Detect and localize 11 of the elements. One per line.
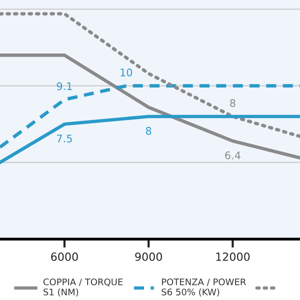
data-label: 9.1 (56, 82, 72, 90)
data-label: 7.5 (57, 134, 72, 142)
data-label: 8 (146, 126, 152, 135)
legend-label: COPPIA / TORQUE S1 (NM) (43, 278, 123, 296)
legend-label: POTENZA / POWER S6 50% (KW) (162, 278, 246, 296)
data-label: 8 (230, 99, 236, 108)
data-label: 6.4 (225, 151, 240, 160)
x-tick-label: 12000 (216, 252, 250, 261)
data-label: 10 (120, 68, 132, 76)
x-tick-label: 6000 (51, 252, 78, 261)
x-tick-label: 9000 (135, 252, 162, 261)
